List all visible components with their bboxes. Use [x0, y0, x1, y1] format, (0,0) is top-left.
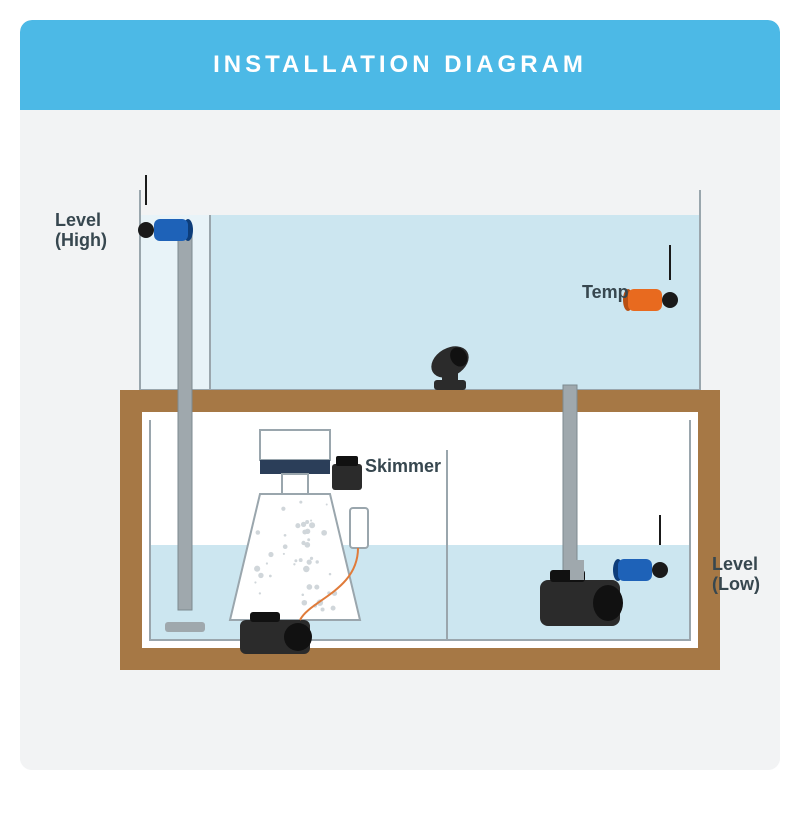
header-title: INSTALLATION DIAGRAM: [213, 51, 587, 79]
svg-text:Level(Low): Level(Low): [712, 554, 760, 594]
diagram-card: INSTALLATION DIAGRAM Level(High)TempSkim…: [20, 20, 780, 770]
level-high-sensor-icon: [130, 210, 190, 250]
diagram-header: INSTALLATION DIAGRAM: [20, 20, 780, 110]
diagram-canvas: Level(High)TempSkimmerLevel(Low): [20, 110, 780, 770]
skimmer-icon: [220, 420, 380, 650]
return-pump-icon: [530, 570, 630, 630]
display-tank: [140, 190, 700, 390]
temp-sensor-icon: [630, 280, 690, 320]
wavemaker-icon: [430, 345, 480, 390]
svg-text:Level(High): Level(High): [55, 210, 107, 250]
